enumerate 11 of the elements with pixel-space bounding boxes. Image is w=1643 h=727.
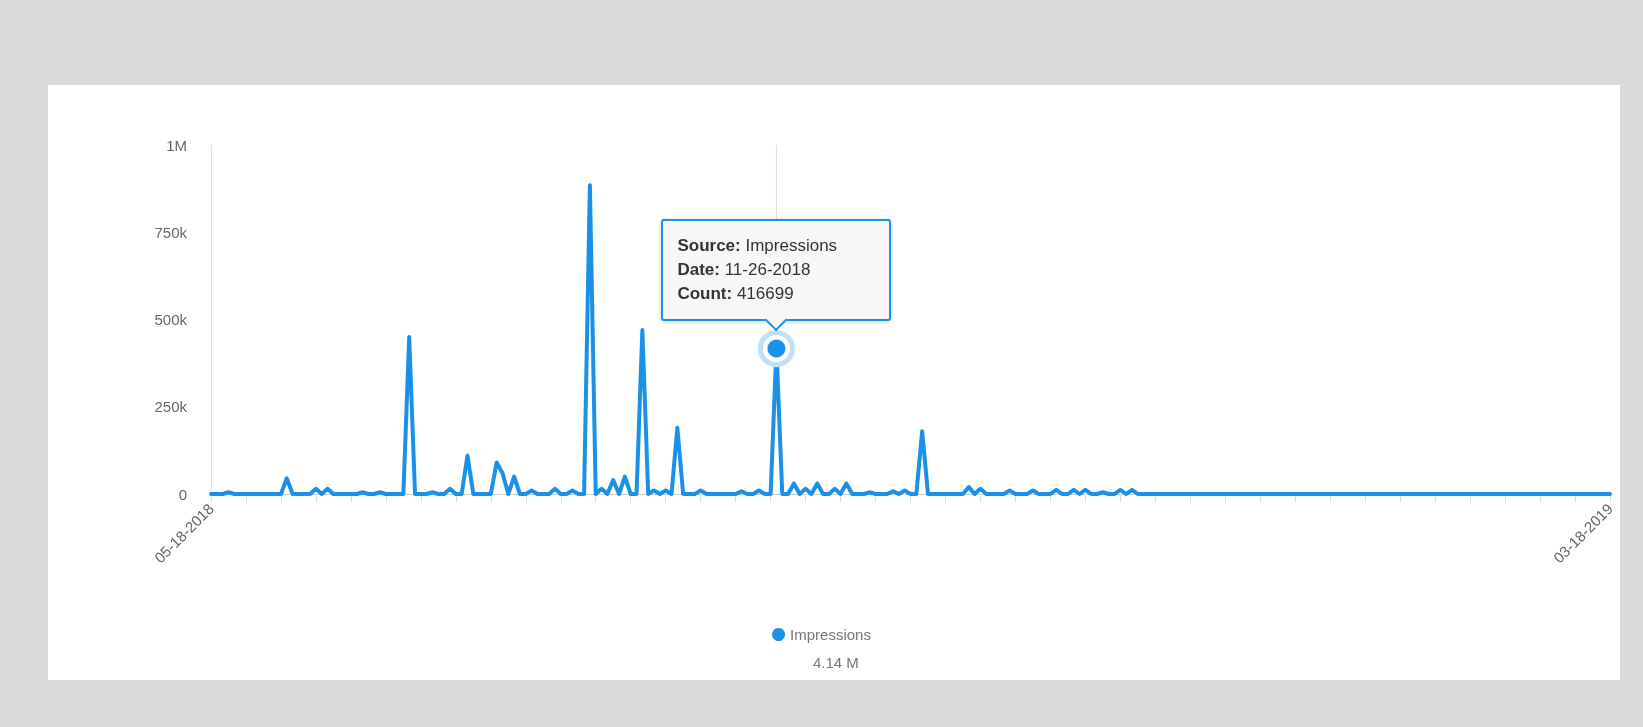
- y-tick-label: 500k: [154, 311, 188, 328]
- y-tick-label: 250k: [154, 398, 188, 416]
- annotation: Count: 416699: [677, 282, 795, 305]
- text: 4.14 M: [813, 654, 859, 671]
- annotation: Date: 11-26-2018: [677, 258, 812, 281]
- annotation: Source: Impressions: [677, 234, 838, 257]
- y-tick-label: 1M: [166, 136, 187, 154]
- legend-label: Impressions: [790, 626, 871, 643]
- y-tick-label: 0: [178, 485, 187, 503]
- y-tick-label: 750k: [154, 223, 188, 241]
- line-series: [209, 183, 1612, 496]
